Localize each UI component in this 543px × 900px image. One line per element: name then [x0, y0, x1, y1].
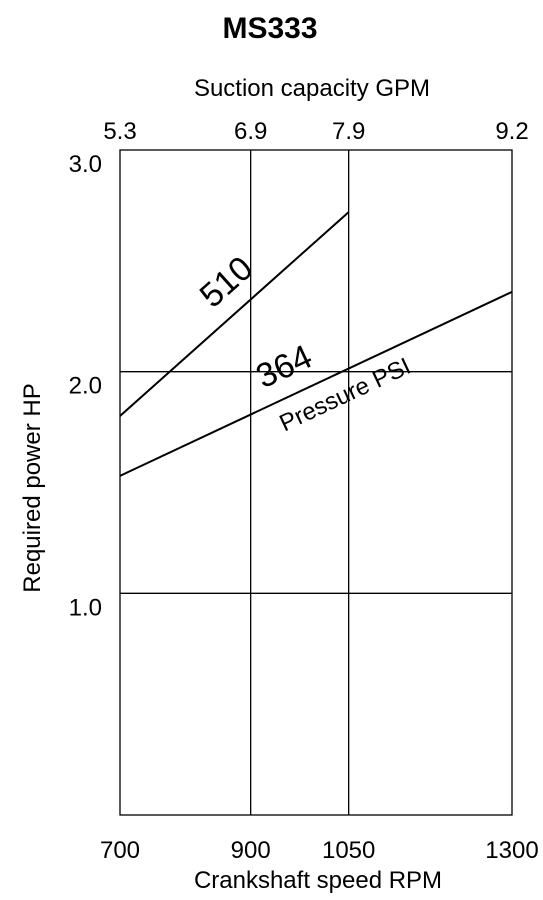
x-tick-label: 700 — [100, 837, 140, 864]
y-axis-title: Required power HP — [19, 383, 46, 592]
series-layer — [119, 211, 513, 477]
series-line-510 — [119, 211, 350, 417]
top-axis-title: Suction capacity GPM — [194, 75, 430, 102]
x-tick-label: 1050 — [322, 837, 375, 864]
x2-tick-label: 7.9 — [332, 118, 365, 145]
y-tick-label: 2.0 — [69, 373, 102, 400]
x-axis-title: Crankshaft speed RPM — [194, 867, 442, 894]
x2-tick-label: 9.2 — [495, 118, 528, 145]
grid-layer — [119, 149, 513, 816]
x-tick-label: 1300 — [485, 837, 538, 864]
series-line-364 — [119, 290, 513, 477]
chart-title: MS333 — [222, 12, 317, 45]
tick-layer: 700 900 1050 1300 5.3 6.9 7.9 9.2 1.0 2.0 3.0 — [69, 118, 539, 864]
x-tick-label: 900 — [231, 837, 271, 864]
y-tick-label: 1.0 — [69, 594, 102, 621]
x2-tick-label: 6.9 — [234, 118, 267, 145]
x2-tick-label: 5.3 — [103, 118, 136, 145]
plot-frame — [119, 149, 513, 816]
y-tick-label: 3.0 — [69, 151, 102, 178]
